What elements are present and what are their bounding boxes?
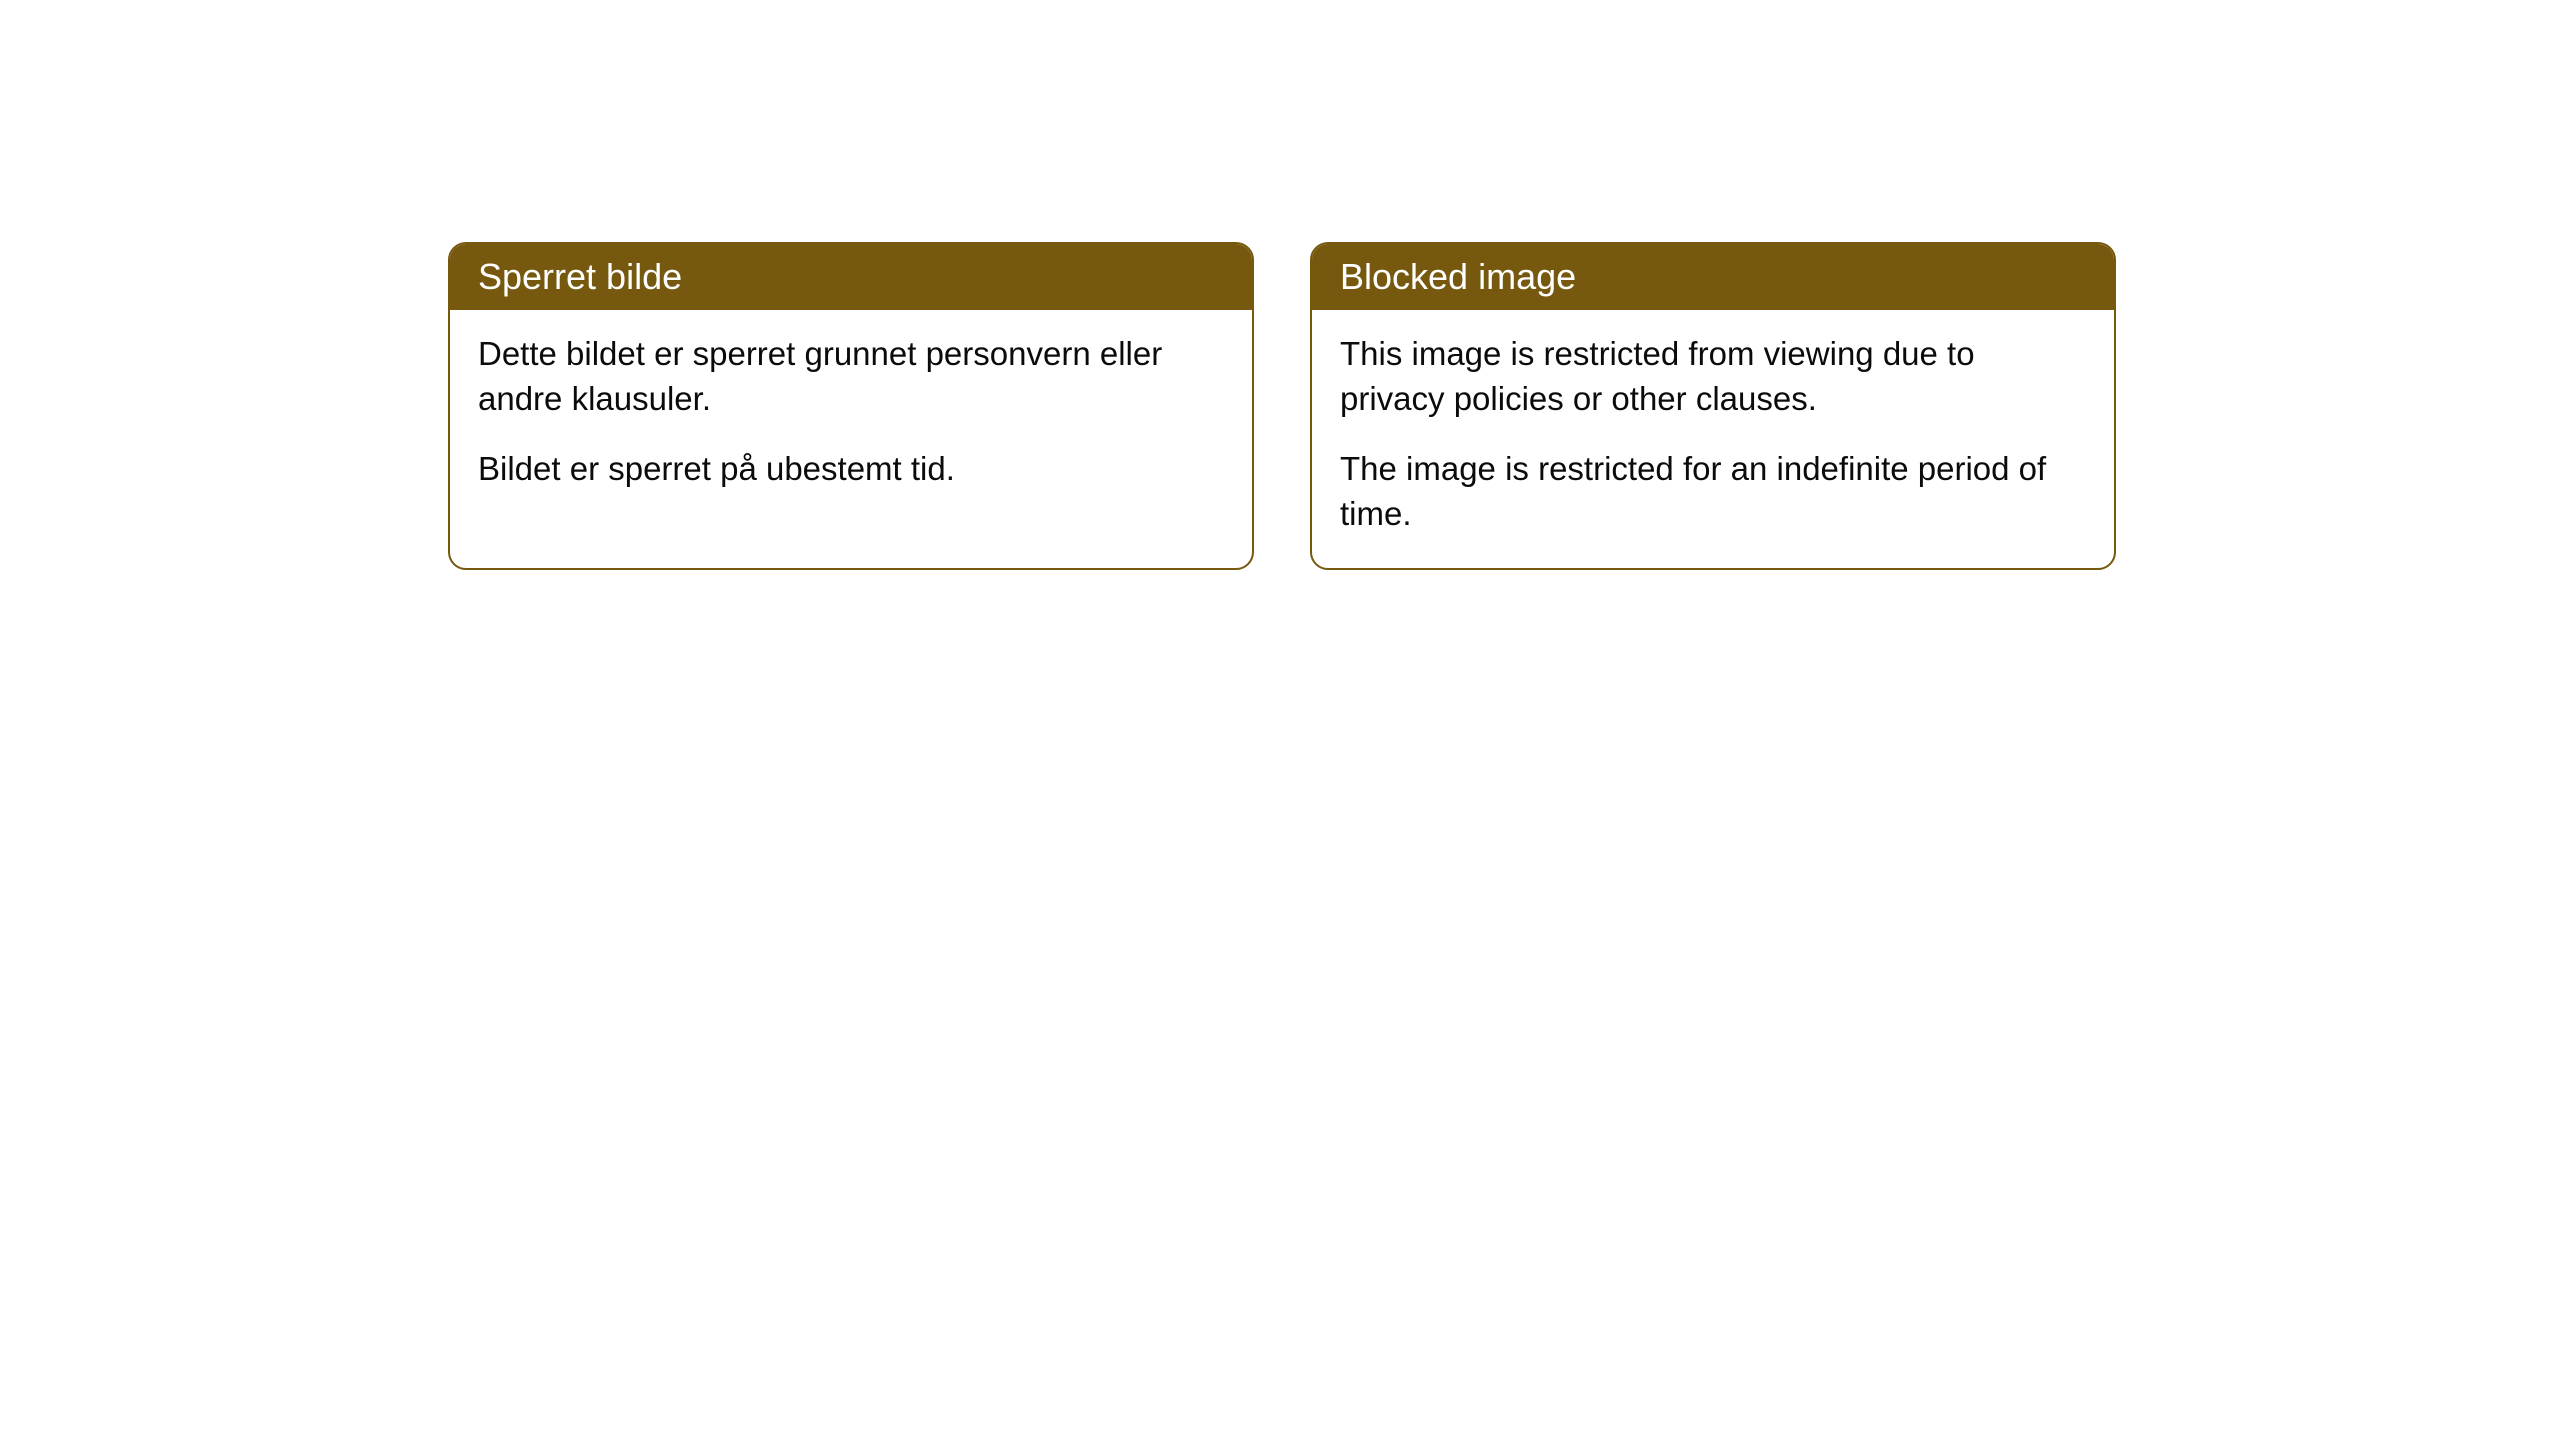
cards-container: Sperret bilde Dette bildet er sperret gr… [0, 0, 2560, 570]
card-body: This image is restricted from viewing du… [1312, 310, 2114, 568]
card-paragraph: This image is restricted from viewing du… [1340, 332, 2086, 421]
card-header: Blocked image [1312, 244, 2114, 310]
card-body: Dette bildet er sperret grunnet personve… [450, 310, 1252, 524]
card-paragraph: The image is restricted for an indefinit… [1340, 447, 2086, 536]
blocked-image-card-en: Blocked image This image is restricted f… [1310, 242, 2116, 570]
card-paragraph: Bildet er sperret på ubestemt tid. [478, 447, 1224, 492]
card-header: Sperret bilde [450, 244, 1252, 310]
card-paragraph: Dette bildet er sperret grunnet personve… [478, 332, 1224, 421]
blocked-image-card-no: Sperret bilde Dette bildet er sperret gr… [448, 242, 1254, 570]
